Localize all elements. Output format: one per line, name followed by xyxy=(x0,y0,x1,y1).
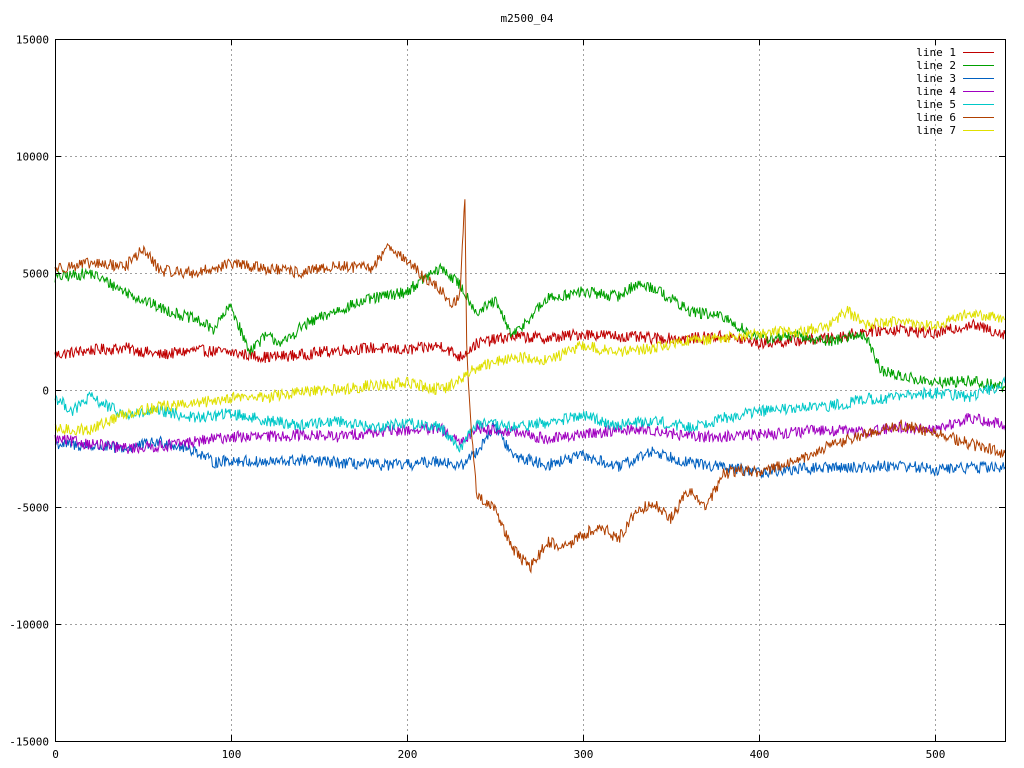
axis-ticks: 0 100 200 300 400 500 -15000 -10000 -5000 0 5000 10… xyxy=(9,34,1005,761)
series-group xyxy=(54,199,1006,574)
y-tick-label-2: -5000 xyxy=(16,502,49,515)
x-tick-label-3: 300 xyxy=(574,748,594,761)
legend-label-6: line 6 xyxy=(916,111,956,124)
x-tick-label-0: 0 xyxy=(52,748,59,761)
series-line-7 xyxy=(54,305,1006,436)
y-tick-label-3: 0 xyxy=(42,385,49,398)
y-tick-label-1: -10000 xyxy=(9,619,49,632)
legend-label-2: line 2 xyxy=(916,59,956,72)
legend-label-7: line 7 xyxy=(916,124,956,137)
legend-label-1: line 1 xyxy=(916,46,956,59)
series-line-1 xyxy=(54,318,1006,364)
series-line-3 xyxy=(54,420,1006,479)
legend-label-3: line 3 xyxy=(916,72,956,85)
y-tick-label-4: 5000 xyxy=(23,268,50,281)
x-tick-label-2: 200 xyxy=(398,748,418,761)
series-line-5 xyxy=(54,376,1006,453)
series-line-2 xyxy=(54,262,1006,393)
series-line-4 xyxy=(54,412,1006,455)
y-tick-label-6: 15000 xyxy=(16,34,49,47)
chart-title: m2500_04 xyxy=(501,12,554,25)
y-tick-label-5: 10000 xyxy=(16,151,49,164)
x-tick-label-1: 100 xyxy=(222,748,242,761)
x-tick-label-5: 500 xyxy=(926,748,946,761)
x-tick-label-4: 400 xyxy=(750,748,770,761)
y-tick-label-0: -15000 xyxy=(9,736,49,749)
legend-label-4: line 4 xyxy=(916,85,956,98)
series-line-6 xyxy=(54,199,1006,574)
legend-label-5: line 5 xyxy=(916,98,956,111)
